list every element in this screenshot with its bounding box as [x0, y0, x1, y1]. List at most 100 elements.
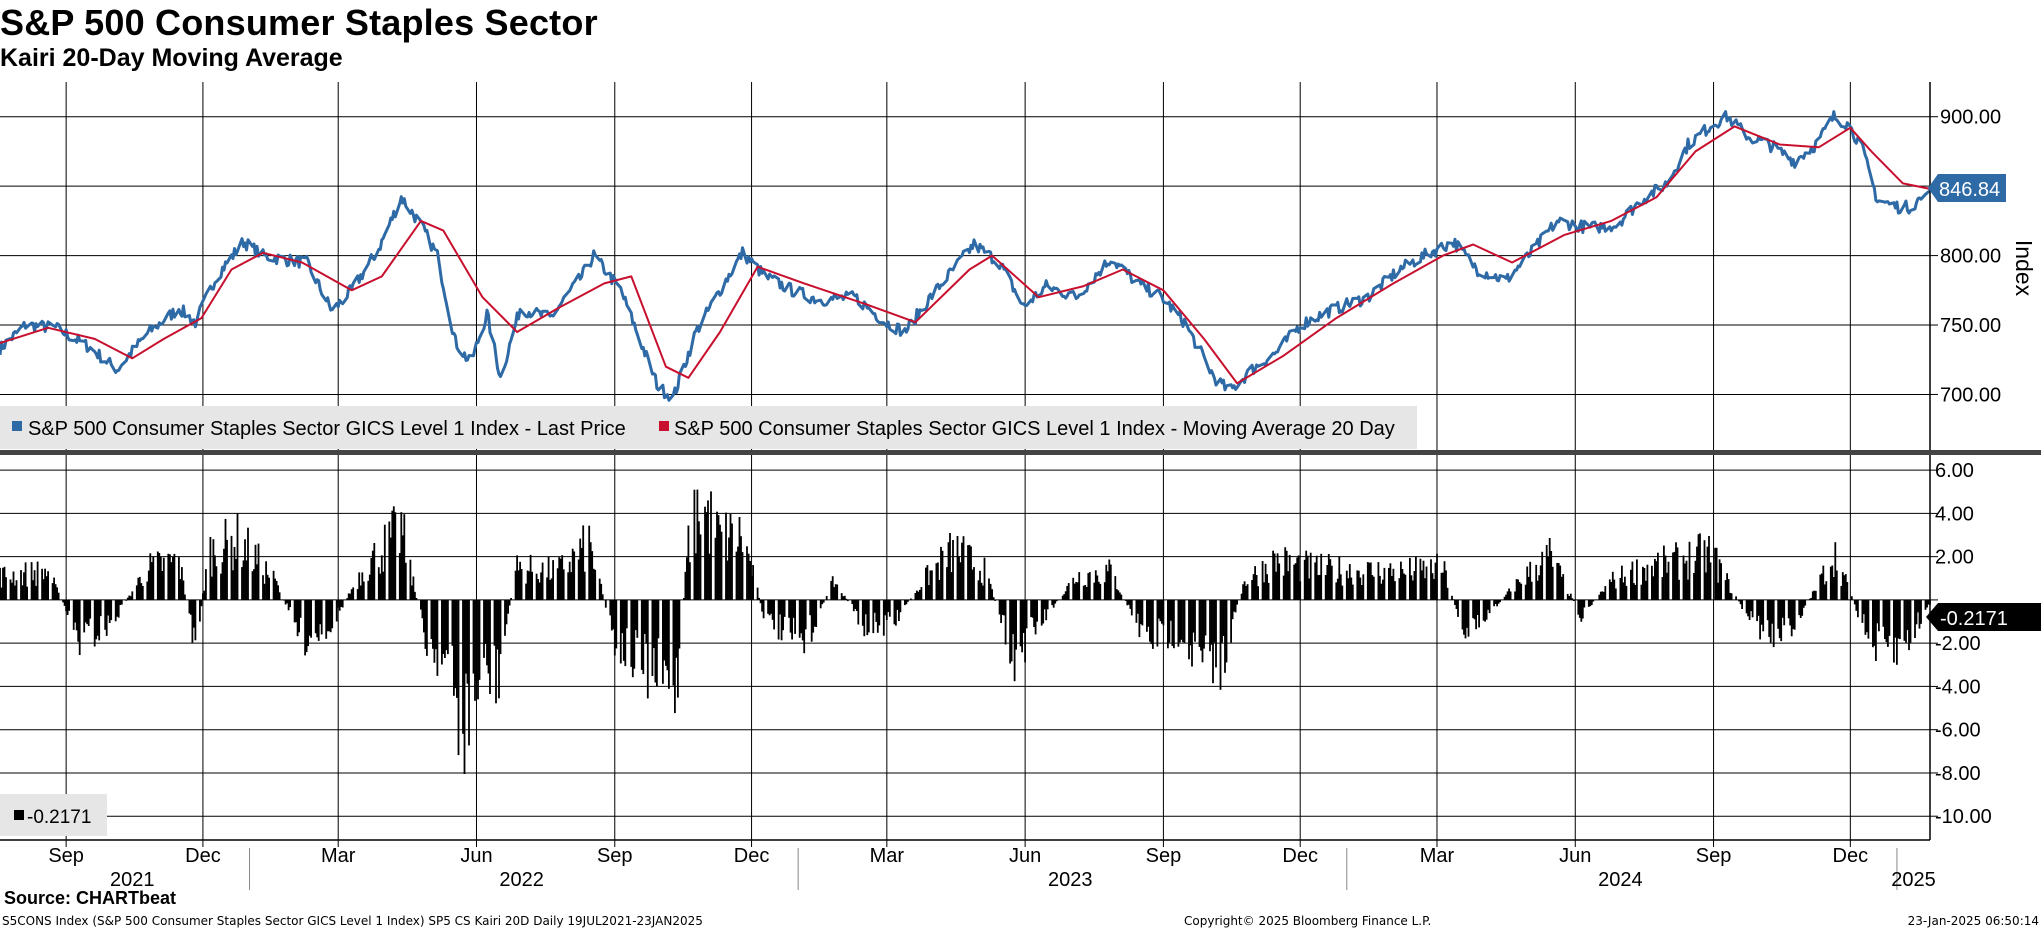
kairi-bar: [1173, 599, 1175, 649]
kairi-bar: [562, 569, 565, 600]
kairi-bar: [1751, 599, 1754, 618]
kairi-bar: [1118, 592, 1121, 600]
year-label: 2024: [1598, 869, 1643, 891]
kairi-bar: [1497, 599, 1500, 604]
kairi-bar: [910, 598, 912, 600]
kairi-bar: [1864, 599, 1867, 635]
kairi-bar: [1430, 559, 1432, 600]
kairi-bar: [466, 599, 469, 684]
kairi-bar: [1140, 599, 1142, 625]
kairi-bar: [861, 599, 864, 626]
kairi-bar: [1873, 599, 1876, 646]
kairi-bar: [920, 587, 923, 600]
kairi-bar: [579, 538, 582, 600]
kairi-bar: [1099, 583, 1102, 600]
kairi-bar: [14, 585, 16, 600]
kairi-bar: [75, 599, 78, 631]
kairi-bar: [1380, 583, 1383, 600]
kairi-bar: [1488, 599, 1491, 614]
kairi-bar: [1548, 538, 1551, 600]
kairi-bar: [821, 599, 824, 605]
kairi-bar: [137, 577, 140, 600]
kairi-bar: [1198, 599, 1201, 647]
kairi-bar: [1878, 599, 1880, 632]
kairi-bar: [453, 599, 455, 696]
kairi-bar: [864, 599, 867, 615]
x-tick-label: Jun: [1009, 845, 1041, 867]
kairi-bar: [705, 512, 708, 600]
kairi-bar: [896, 599, 899, 610]
kairi-bar: [1369, 562, 1372, 600]
kairi-bar: [1484, 599, 1486, 622]
kairi-bar: [498, 599, 500, 699]
kairi-bar: [834, 584, 837, 600]
kairi-bar: [131, 591, 134, 600]
kairi-bar: [1362, 574, 1365, 600]
kairi-bar: [1514, 591, 1516, 600]
kairi-bar: [1351, 584, 1354, 600]
kairi-bar: [1482, 599, 1485, 621]
kairi-bar: [361, 572, 364, 600]
legend-item-kairi: -0.2171: [27, 807, 91, 828]
kairi-bar: [1599, 591, 1602, 600]
kairi-bar: [538, 582, 541, 600]
kairi-bar: [958, 556, 960, 600]
kairi-bar: [170, 562, 173, 600]
kairi-bar: [373, 543, 376, 600]
kairi-bar: [235, 559, 237, 600]
kairi-bar: [1888, 599, 1891, 636]
kairi-bar: [1156, 599, 1159, 647]
kairi-bar: [752, 565, 754, 600]
kairi-bar: [926, 565, 929, 600]
kairi-bar: [1587, 599, 1590, 607]
kairi-bar: [1541, 551, 1544, 600]
kairi-bar: [1114, 576, 1117, 600]
kairi-bar: [1592, 599, 1595, 602]
kairi-bar: [672, 599, 675, 686]
kairi-bar: [1678, 579, 1680, 600]
kairi-bar: [1276, 553, 1279, 600]
kairi-bar: [1054, 599, 1057, 604]
kairi-bar: [463, 599, 466, 774]
kairi-bar: [1814, 590, 1817, 600]
kairi-bar: [749, 560, 751, 600]
kairi-bar: [646, 599, 649, 699]
kairi-bar: [1004, 599, 1007, 645]
kairi-bar: [1503, 596, 1506, 600]
kairi-bar: [686, 557, 688, 600]
kairi-bar: [1578, 599, 1581, 618]
kairi-bar: [1841, 572, 1844, 600]
kairi-bar: [657, 599, 660, 639]
kairi-bar: [68, 599, 70, 611]
kairi-bar: [935, 563, 938, 600]
kairi-bar: [45, 576, 48, 600]
kairi-bar: [1642, 566, 1644, 600]
kairi-bar: [956, 536, 959, 600]
kairi-bar: [370, 558, 373, 600]
kairi-bar: [299, 599, 302, 618]
kairi-bar: [298, 599, 300, 633]
kairi-bar: [973, 567, 975, 600]
kairi-bar: [552, 560, 554, 600]
kairi-bar: [1431, 573, 1434, 600]
kairi-bar: [161, 571, 164, 600]
kairi-bar: [377, 567, 380, 600]
kairi-bar: [1813, 590, 1816, 600]
kairi-bar: [1078, 572, 1081, 600]
kairi-bar: [937, 562, 939, 600]
kairi-bar: [1529, 561, 1532, 600]
kairi-bar: [1661, 577, 1664, 600]
kairi-bar: [919, 589, 921, 600]
kairi-bar: [654, 599, 657, 683]
kairi-bar: [430, 599, 433, 640]
kairi-bar: [568, 561, 571, 600]
kairi-bar: [561, 555, 564, 600]
kairi-bar: [1633, 583, 1635, 600]
kairi-bar: [1801, 599, 1804, 616]
kairi-bar: [634, 599, 637, 631]
kairi-bar: [1562, 574, 1565, 600]
kairi-bar: [1530, 581, 1533, 600]
kairi-bar: [1192, 599, 1195, 633]
kairi-bar: [622, 599, 625, 661]
kairi-bar: [1569, 593, 1572, 600]
